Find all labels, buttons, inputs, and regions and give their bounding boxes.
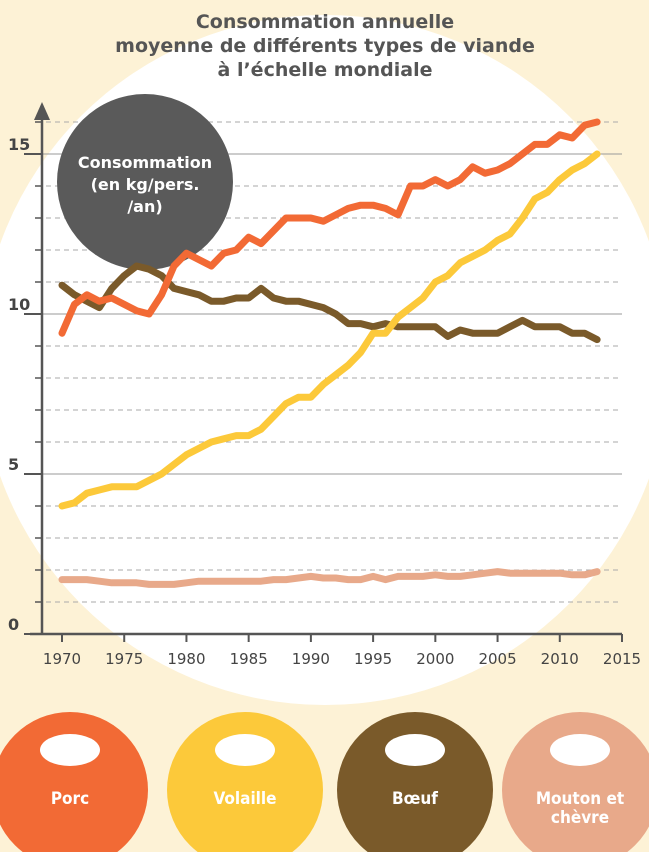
y-axis-label: (en kg/pers. xyxy=(91,175,200,194)
x-tick-label: 1980 xyxy=(167,650,205,668)
x-tick-label: 1985 xyxy=(230,650,268,668)
x-tick-label: 1995 xyxy=(354,650,392,668)
y-axis-label: /an) xyxy=(127,197,162,216)
series-line xyxy=(58,568,601,588)
legend-label: Volaille xyxy=(213,789,277,809)
legend-swatch xyxy=(337,712,493,852)
legend-icon xyxy=(40,734,100,766)
x-tick-label: 2015 xyxy=(603,650,641,668)
x-tick-label: 2005 xyxy=(478,650,516,668)
y-tick-label: 10 xyxy=(8,295,30,314)
series-line xyxy=(58,150,601,510)
legend-label: Bœuf xyxy=(392,789,438,809)
x-tick-label: 2000 xyxy=(416,650,454,668)
x-tick-label: 2010 xyxy=(541,650,579,668)
y-tick-label: 5 xyxy=(8,455,19,474)
y-axis-label: Consommation xyxy=(78,153,212,172)
x-tick-label: 1975 xyxy=(105,650,143,668)
legend-label: Porc xyxy=(50,789,90,809)
y-axis-arrow xyxy=(34,102,50,120)
legend-swatch xyxy=(167,712,323,852)
legend-icon xyxy=(215,734,275,766)
legend-label: Mouton et chèvre xyxy=(535,789,625,828)
series-line xyxy=(58,262,601,344)
legend-swatch xyxy=(502,712,649,852)
legend-swatch xyxy=(0,712,148,852)
legend-icon xyxy=(550,734,610,766)
legend-icon xyxy=(385,734,445,766)
chart-title: à l’échelle mondiale xyxy=(218,59,433,81)
x-tick-label: 1990 xyxy=(292,650,330,668)
series-line xyxy=(58,118,601,337)
chart-title: moyenne de différents types de viande xyxy=(115,35,535,57)
y-tick-label: 15 xyxy=(8,135,30,154)
chart-title: Consommation annuelle xyxy=(196,11,454,33)
y-label-bubble xyxy=(57,94,233,270)
x-tick-label: 1970 xyxy=(43,650,81,668)
y-tick-label: 0 xyxy=(8,615,19,634)
